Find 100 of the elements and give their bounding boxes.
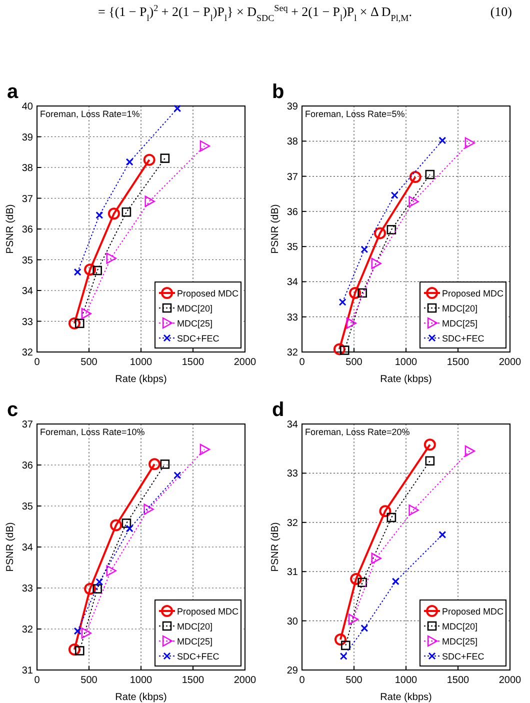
x-tick-label: 0 bbox=[34, 357, 40, 368]
x-tick-label: 1000 bbox=[394, 357, 418, 368]
legend-label: MDC[20] bbox=[177, 622, 213, 632]
x-tick-label: 1500 bbox=[446, 675, 470, 686]
annotation: Foreman, Loss Rate=10% bbox=[40, 427, 145, 437]
y-tick-label: 34 bbox=[22, 286, 34, 297]
point bbox=[68, 644, 80, 656]
y-tick-label: 32 bbox=[22, 624, 34, 636]
chart-title: c bbox=[7, 399, 18, 421]
point bbox=[126, 524, 134, 532]
text: = {(1 − P$_{l}$)$^{2}$ + 2(1 − P$_{l}$)P$_{l}$} × D$_{SDC}$$^{Seq}$ + 2(1 − P$_{l}$)P$_{l}$ × Δ D$_{Pl,M}$. bbox=[98, 3, 412, 23]
y-tick-label: 38 bbox=[286, 136, 298, 148]
point bbox=[92, 266, 102, 276]
point bbox=[438, 136, 446, 144]
legend-label: Proposed MDC bbox=[177, 606, 240, 616]
point bbox=[408, 196, 419, 208]
point bbox=[81, 308, 92, 320]
point bbox=[350, 572, 362, 585]
legend-label: MDC[25] bbox=[177, 318, 213, 328]
point bbox=[144, 504, 154, 515]
x-tick-label: 2000 bbox=[234, 357, 257, 368]
x-axis-title: Rate (kbps) bbox=[380, 374, 432, 385]
legend-label: Proposed MDC bbox=[177, 288, 240, 298]
y-tick-label: 32 bbox=[286, 518, 298, 529]
point bbox=[143, 154, 156, 166]
y-tick-label: 37 bbox=[22, 420, 34, 430]
point bbox=[349, 286, 362, 299]
y-tick-label: 29 bbox=[286, 666, 298, 676]
annotation: Foreman, Loss Rate=5% bbox=[305, 109, 405, 119]
point bbox=[392, 578, 400, 586]
point bbox=[464, 137, 476, 148]
point bbox=[106, 252, 116, 264]
point bbox=[358, 578, 367, 588]
y-tick-label: 36 bbox=[22, 224, 34, 236]
x-tick-label: 1500 bbox=[182, 357, 205, 368]
y-tick-label: 38 bbox=[22, 163, 34, 174]
point bbox=[106, 565, 116, 576]
point bbox=[360, 624, 368, 632]
point bbox=[438, 530, 446, 538]
point bbox=[409, 170, 422, 183]
legend-label: MDC[25] bbox=[442, 636, 478, 646]
point bbox=[390, 192, 398, 200]
point bbox=[424, 438, 436, 451]
point bbox=[110, 519, 122, 532]
point bbox=[371, 552, 382, 564]
x-tick-label: 1000 bbox=[394, 675, 418, 686]
point bbox=[374, 227, 386, 240]
y-axis-title: PSNR (dB) bbox=[270, 522, 281, 572]
annotation: Foreman, Loss Rate=20% bbox=[305, 427, 410, 437]
point bbox=[379, 505, 392, 518]
legend-label: SDC+FEC bbox=[442, 652, 485, 662]
chart-title: b bbox=[272, 81, 284, 103]
legend-label: MDC[25] bbox=[442, 318, 478, 328]
point bbox=[92, 584, 102, 594]
y-tick-label: 34 bbox=[286, 277, 298, 288]
point bbox=[144, 196, 155, 207]
legend-label: SDC+FEC bbox=[177, 334, 220, 344]
point bbox=[126, 158, 134, 166]
x-axis-title: Rate (kbps) bbox=[115, 374, 167, 385]
y-tick-label: 36 bbox=[286, 206, 298, 218]
point bbox=[122, 518, 132, 528]
point bbox=[200, 140, 210, 152]
point bbox=[338, 298, 346, 306]
legend-label: Proposed MDC bbox=[442, 288, 504, 298]
chart-title: a bbox=[7, 81, 19, 103]
x-tick-label: 500 bbox=[80, 675, 98, 686]
legend-label: SDC+FEC bbox=[442, 334, 485, 344]
point bbox=[68, 317, 80, 330]
y-tick-label: 36 bbox=[22, 460, 34, 472]
point bbox=[386, 225, 396, 234]
y-tick-label: 30 bbox=[286, 616, 298, 628]
point bbox=[108, 208, 120, 220]
y-tick-label: 33 bbox=[286, 468, 298, 480]
point bbox=[81, 628, 92, 639]
x-tick-label: 0 bbox=[299, 675, 306, 686]
point bbox=[96, 211, 104, 219]
y-tick-label: 33 bbox=[286, 312, 298, 324]
point bbox=[84, 582, 96, 595]
y-axis-title: PSNR (dB) bbox=[5, 204, 16, 254]
point bbox=[371, 258, 382, 270]
point bbox=[148, 458, 161, 470]
x-tick-label: 0 bbox=[34, 675, 40, 686]
point bbox=[386, 512, 396, 522]
x-tick-label: 500 bbox=[346, 357, 363, 368]
point bbox=[200, 444, 210, 456]
point bbox=[464, 445, 476, 457]
point bbox=[160, 460, 170, 469]
point bbox=[84, 264, 96, 276]
x-tick-label: 1000 bbox=[130, 357, 153, 368]
x-tick-label: 1500 bbox=[182, 675, 205, 686]
point bbox=[408, 504, 419, 516]
x-tick-label: 500 bbox=[80, 357, 98, 368]
point bbox=[74, 627, 82, 635]
y-tick-label: 39 bbox=[22, 132, 34, 144]
y-tick-label: 35 bbox=[286, 242, 298, 254]
y-tick-label: 33 bbox=[22, 584, 34, 594]
y-tick-label: 35 bbox=[22, 255, 34, 266]
y-tick-label: 39 bbox=[286, 102, 298, 112]
x-tick-label: 1000 bbox=[130, 675, 153, 686]
x-tick-label: 2000 bbox=[498, 357, 522, 368]
